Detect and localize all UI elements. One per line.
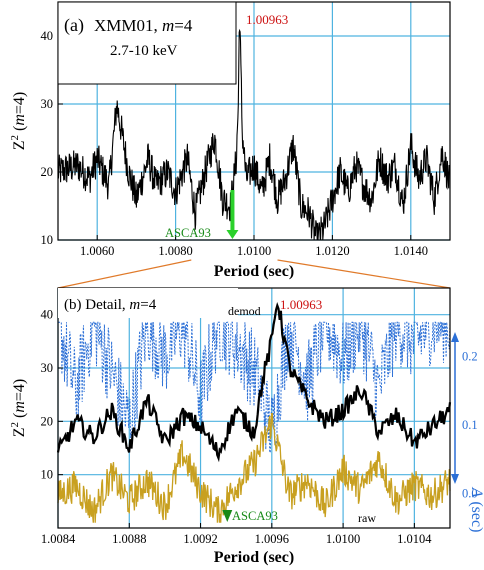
panel-b-y-tick-label-1: 20 bbox=[41, 414, 54, 428]
panel-a-y-tick-label-2: 30 bbox=[41, 97, 54, 111]
panel-b-x-tick-label-4: 1.0100 bbox=[326, 532, 360, 546]
panel-a-y-tick-label-1: 20 bbox=[41, 165, 54, 179]
panel-a-y-ticks: 10 20 30 40 bbox=[41, 29, 63, 247]
panel-b-demod-label: demod bbox=[228, 304, 261, 318]
panel-a-x-ticks: 1.0060 1.0080 1.0100 1.0120 1.0140 bbox=[80, 235, 428, 258]
panel-a-x-tick-label-1: 1.0080 bbox=[158, 244, 192, 258]
panel-b-peak-label: 1.00963 bbox=[280, 297, 322, 312]
panel-b-series bbox=[56, 301, 452, 523]
panel-b-x-tick-label-1: 1.0088 bbox=[112, 532, 146, 546]
panel-b-label: (b) Detail, m=4 bbox=[64, 297, 157, 313]
panel-b-series-demod bbox=[56, 301, 452, 463]
zoom-connector-left bbox=[57, 259, 192, 289]
panel-b-series-raw bbox=[57, 412, 451, 523]
panel-b-x-ticks: 1.0084 1.0088 1.0092 1.0096 1.0100 1.0104 bbox=[41, 523, 432, 546]
panel-a-x-tick-label-0: 1.0060 bbox=[80, 244, 114, 258]
panel-b: 1.0084 1.0088 1.0092 1.0096 1.0100 1.0104 10 2… bbox=[9, 287, 484, 566]
panel-a-series bbox=[57, 28, 451, 241]
panel-a-asca93-label: ASCA93 bbox=[165, 226, 211, 240]
panel-b-y-axis-label: Z2 (m=4) bbox=[9, 379, 28, 438]
panel-a-y-axis-label: Z2 (m=4) bbox=[9, 92, 28, 151]
panel-a-y-tick-label-0: 10 bbox=[41, 233, 54, 247]
panel-a-x-tick-label-2: 1.0100 bbox=[237, 244, 271, 258]
panel-a-label: (a) bbox=[64, 15, 84, 36]
panel-b-asca93-marker bbox=[222, 510, 233, 522]
panel-b-right-tick-label-2: 0.2 bbox=[462, 350, 478, 364]
panel-a-legend-box bbox=[57, 1, 237, 85]
panel-b-frame bbox=[57, 287, 451, 529]
panel-b-x-tick-label-0: 1.0084 bbox=[41, 532, 76, 546]
panel-a-series-line bbox=[57, 28, 451, 241]
panel-b-series-amplitude bbox=[58, 320, 451, 454]
panel-b-raw-label: raw bbox=[358, 511, 376, 525]
panel-b-x-tick-label-3: 1.0096 bbox=[255, 532, 289, 546]
panel-a-asca93-marker bbox=[226, 190, 239, 239]
panel-a-x-tick-label-3: 1.0120 bbox=[315, 244, 349, 258]
panel-a-x-tick-label-4: 1.0140 bbox=[394, 244, 428, 258]
panel-b-x-axis-label: Period (sec) bbox=[214, 549, 294, 566]
panel-a-x-axis-label: Period (sec) bbox=[214, 263, 294, 280]
panel-b-y-tick-label-3: 40 bbox=[41, 308, 54, 322]
panel-a-y-tick-label-3: 40 bbox=[41, 29, 54, 43]
panel-a-title-line1: XMM01, m=4 bbox=[94, 16, 193, 35]
panel-b-right-axis-label: A (sec) bbox=[468, 487, 484, 533]
panel-b-right-tick-label-1: 0.1 bbox=[462, 418, 478, 432]
panel-b-right-axis-arrow-up bbox=[451, 332, 459, 342]
panel-b-right-axis-arrow-down bbox=[451, 474, 459, 484]
zoom-connector-right bbox=[277, 259, 451, 289]
panel-b-x-tick-label-5: 1.0104 bbox=[397, 532, 432, 546]
panel-a-title-line2: 2.7-10 keV bbox=[110, 43, 178, 59]
panel-b-y-tick-label-2: 30 bbox=[41, 361, 54, 375]
panel-b-y-tick-label-0: 10 bbox=[41, 468, 54, 482]
panel-b-x-tick-label-2: 1.0092 bbox=[183, 532, 217, 546]
panel-b-asca93-label: ASCA93 bbox=[232, 509, 278, 523]
panel-a-peak-label: 1.00963 bbox=[246, 12, 288, 27]
panel-b-right-ticks: 0.0 0.1 0.2 bbox=[462, 350, 478, 501]
panel-b-y-ticks: 10 20 30 40 bbox=[41, 308, 63, 482]
panel-a: 1.0060 1.0080 1.0100 1.0120 1.0140 10203040 … bbox=[9, 1, 451, 280]
panel-b-right-tick-label-0: 0.0 bbox=[462, 487, 478, 501]
panel-b-label-bg bbox=[58, 288, 238, 318]
